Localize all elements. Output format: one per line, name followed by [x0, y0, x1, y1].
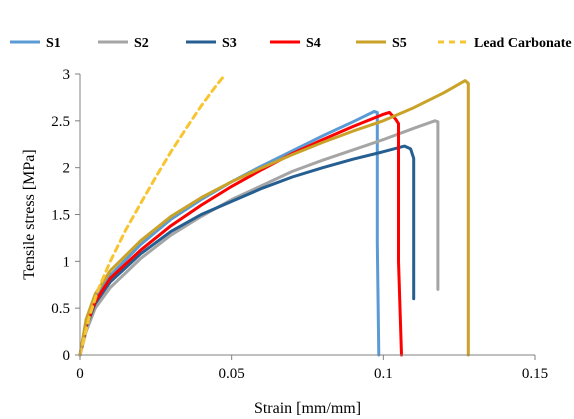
legend-label-s2: S2 [134, 36, 149, 51]
y-tick-label: 1.5 [51, 208, 70, 224]
y-tick-label: 0 [63, 348, 71, 364]
y-tick-label: 3 [63, 67, 71, 83]
x-tick-label: 0.15 [522, 366, 548, 382]
y-tick-label: 1 [63, 254, 71, 270]
series-line-lead-carbonate-cplo-10-yo [78, 74, 226, 357]
x-tick-label: 0.05 [219, 366, 245, 382]
legend-label-s5: S5 [392, 36, 407, 51]
y-tick-label: 0.5 [51, 301, 70, 317]
x-tick-label: 0 [76, 366, 84, 382]
series-line-s2 [78, 119, 440, 357]
legend: S1 S2 S3 S4 S5 Lead Carbonate CPLO 10 yo [10, 36, 574, 51]
legend-label-s1: S1 [46, 36, 61, 51]
axes: 0 0.05 0.1 0.15 0 0.5 1 1.5 2 2.5 3 [51, 67, 548, 382]
y-tick-label: 2 [63, 161, 71, 177]
x-axis-title: Strain [mm/mm] [254, 400, 361, 417]
series-line-s3 [78, 144, 416, 357]
y-tick-label: 2.5 [51, 114, 70, 130]
legend-label-s4: S4 [306, 36, 321, 51]
series-line-s5 [78, 79, 470, 357]
series-line-s1 [78, 110, 381, 357]
x-axis-ticks: 0 0.05 0.1 0.15 [76, 355, 548, 382]
legend-label-lead-carbonate-cplo-10-yo: Lead Carbonate CPLO 10 yo [474, 36, 574, 51]
x-tick-label: 0.1 [374, 366, 393, 382]
legend-label-s3: S3 [222, 36, 237, 51]
y-axis-ticks: 0 0.5 1 1.5 2 2.5 3 [51, 67, 80, 364]
plot-series [78, 74, 470, 357]
y-axis-title: Tensile stress [MPa] [21, 149, 38, 279]
